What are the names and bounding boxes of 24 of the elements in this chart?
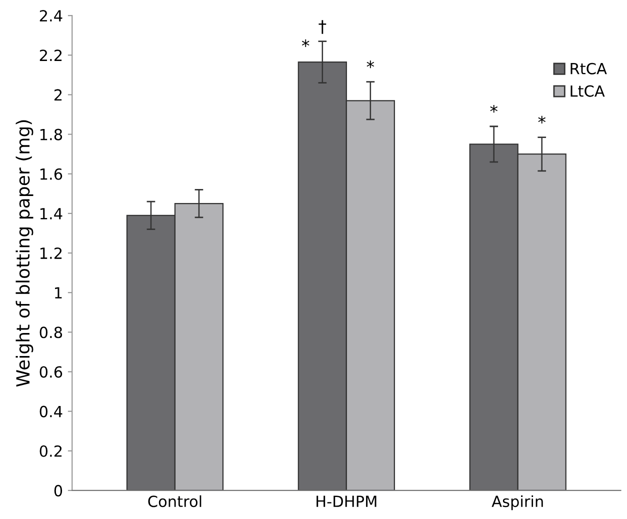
annotation: * bbox=[302, 39, 310, 47]
legend-label: RtCA bbox=[570, 62, 607, 74]
y-tick-label: 0.4 bbox=[40, 406, 62, 418]
legend-label: LtCA bbox=[570, 85, 605, 97]
annotation: † bbox=[318, 20, 326, 34]
y-tick-label: 1.8 bbox=[40, 128, 62, 140]
y-tick-label: 0.2 bbox=[40, 445, 62, 457]
x-tick-label: H-DHPM bbox=[316, 496, 376, 507]
y-tick-label: 2.2 bbox=[40, 50, 62, 61]
y-tick-label: 1.2 bbox=[40, 247, 62, 259]
y-tick-label: 1 bbox=[55, 287, 62, 298]
y-tick-label: 1.6 bbox=[40, 168, 62, 180]
annotation: * bbox=[490, 104, 498, 113]
y-tick-label: 2 bbox=[54, 89, 62, 101]
annotation: * bbox=[538, 116, 546, 124]
annotation: * bbox=[366, 60, 374, 68]
y-tick-label: 2.4 bbox=[40, 10, 62, 22]
y-tick-label: 0.8 bbox=[40, 326, 62, 338]
y-tick-label: 0 bbox=[54, 484, 62, 496]
y-axis-title: Weight of blotting paper (mg) bbox=[16, 120, 34, 387]
x-tick-label: Aspirin bbox=[492, 495, 543, 510]
y-tick-label: 0.6 bbox=[40, 366, 62, 378]
y-tick-label: 1.4 bbox=[40, 208, 62, 220]
x-tick-label: Control bbox=[148, 495, 202, 508]
